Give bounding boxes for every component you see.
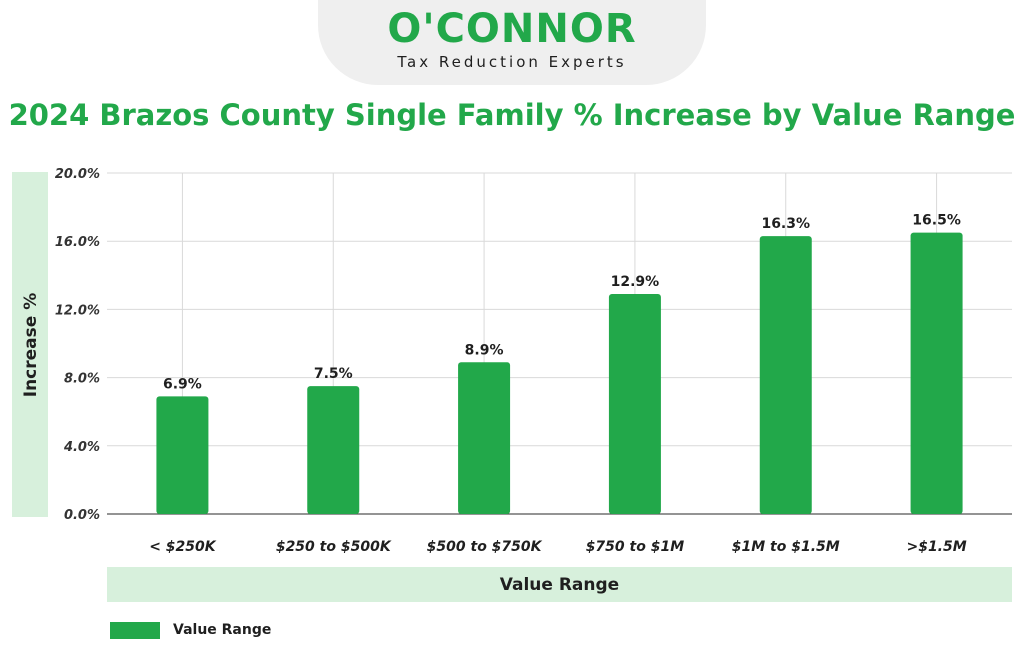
y-tick-label: 20.0% bbox=[55, 167, 100, 182]
y-tick-label: 4.0% bbox=[63, 440, 100, 455]
legend-label: Value Range bbox=[173, 622, 272, 638]
x-tick-label: < $250K bbox=[149, 539, 217, 555]
data-label: 16.5% bbox=[912, 213, 961, 229]
bar bbox=[759, 236, 812, 514]
x-tick-label: $1M to $1.5M bbox=[732, 539, 840, 555]
data-label: 8.9% bbox=[465, 342, 504, 358]
data-label: 12.9% bbox=[611, 274, 660, 290]
data-label: 6.9% bbox=[163, 376, 202, 392]
legend-swatch bbox=[110, 622, 160, 639]
logo-tab bbox=[318, 0, 706, 85]
x-tick-label: $750 to $1M bbox=[586, 539, 685, 555]
x-tick-label: $500 to $750K bbox=[427, 539, 543, 555]
bar bbox=[458, 362, 511, 514]
bar bbox=[307, 386, 360, 514]
data-label: 16.3% bbox=[761, 216, 810, 232]
chart-title: 2024 Brazos County Single Family % Incre… bbox=[8, 98, 1016, 132]
logo: O'CONNOR bbox=[387, 6, 637, 52]
logo-tagline: Tax Reduction Experts bbox=[397, 53, 627, 71]
y-tick-label: 8.0% bbox=[64, 372, 100, 387]
bar bbox=[156, 396, 209, 514]
x-tick-label: $250 to $500K bbox=[276, 539, 392, 555]
y-tick-label: 0.0% bbox=[64, 508, 100, 523]
bar bbox=[910, 232, 963, 515]
y-tick-label: 16.0% bbox=[55, 235, 100, 250]
data-label: 7.5% bbox=[314, 366, 353, 382]
x-tick-label: >$1.5M bbox=[906, 539, 966, 555]
x-axis-label-band bbox=[107, 567, 1012, 602]
bar bbox=[608, 294, 661, 514]
y-axis-label-band bbox=[12, 172, 48, 517]
y-tick-label: 12.0% bbox=[55, 303, 100, 318]
x-axis-label: Value Range bbox=[499, 575, 620, 595]
